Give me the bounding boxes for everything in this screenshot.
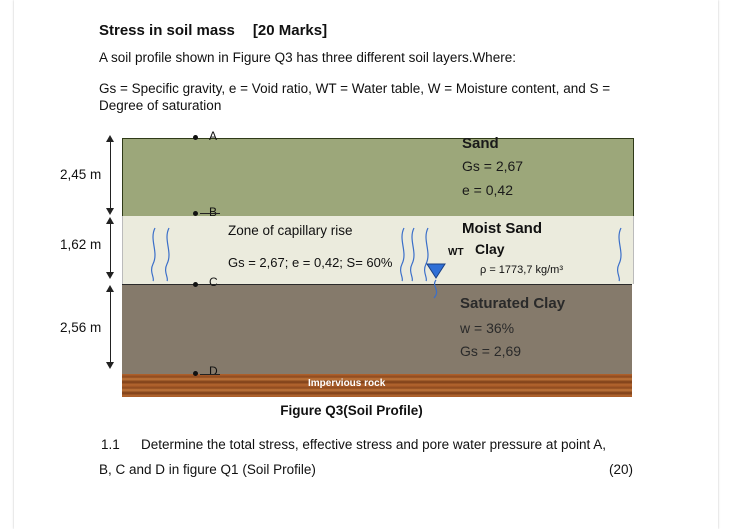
question-text-line2: B, C and D in figure Q1 (Soil Profile) <box>99 462 316 477</box>
saturated-clay-layer <box>122 284 632 375</box>
point-b-label: B <box>209 205 218 219</box>
question-text-line1: Determine the total stress, effective st… <box>141 437 606 452</box>
moist-clay-label: Clay <box>475 241 505 257</box>
point-d-dot <box>193 371 198 376</box>
capillary-edge-icon <box>616 227 622 282</box>
point-c-tick <box>200 284 220 285</box>
point-d-tick <box>200 374 220 375</box>
clay-name: Saturated Clay <box>460 295 566 312</box>
dim2-line <box>110 223 111 273</box>
sand-gs: Gs = 2,67 <box>462 158 524 174</box>
clay-moisture: w = 36% <box>460 320 515 336</box>
point-d-label: D <box>209 364 218 378</box>
heading-title: Stress in soil mass <box>99 22 235 39</box>
point-a-dot <box>193 135 198 140</box>
moist-density: ρ = 1773,7 kg/m³ <box>480 264 563 276</box>
point-c-dot <box>193 282 198 287</box>
point-b-dot <box>193 211 198 216</box>
dim-label-clay: 2,56 m <box>60 320 102 335</box>
capillary-left-icon <box>150 227 170 282</box>
section-heading: Stress in soil mass [20 Marks] <box>99 22 327 39</box>
dim2-arrow-down-icon <box>106 272 114 279</box>
point-a-label: A <box>209 129 218 143</box>
figure-caption: Figure Q3(Soil Profile) <box>0 403 733 418</box>
dim2-arrow-up-icon <box>106 217 114 224</box>
capillary-zone-label: Zone of capillary rise <box>228 223 353 238</box>
dim1-arrow-up-icon <box>106 135 114 142</box>
dim3-arrow-down-icon <box>106 362 114 369</box>
rock-label: Impervious rock <box>308 378 386 389</box>
dim3-line <box>110 291 111 363</box>
dim1-arrow-down-icon <box>106 208 114 215</box>
dim-label-sand: 2,45 m <box>60 167 102 182</box>
question-marks: (20) <box>609 462 634 477</box>
definitions-text: Gs = Specific gravity, e = Void ratio, W… <box>99 81 611 113</box>
question-number: 1.1 <box>101 437 120 452</box>
sand-name: Sand <box>462 135 499 152</box>
moist-sand-layer <box>122 216 634 284</box>
point-b-tick <box>200 213 220 214</box>
dim3-arrow-up-icon <box>106 285 114 292</box>
point-c-label: C <box>209 275 218 289</box>
intro-text: A soil profile shown in Figure Q3 has th… <box>99 50 516 65</box>
dim1-line <box>110 141 111 209</box>
heading-marks: [20 Marks] <box>252 22 328 39</box>
sand-e: e = 0,42 <box>462 182 513 198</box>
water-table-icon <box>426 263 446 299</box>
impervious-rock-layer <box>122 374 632 397</box>
capillary-right-icon <box>399 227 429 282</box>
capillary-zone-props: Gs = 2,67; e = 0,42; S= 60% <box>228 255 393 270</box>
water-table-label: WT <box>448 247 464 258</box>
moist-sand-name: Moist Sand <box>462 220 543 237</box>
clay-gs: Gs = 2,69 <box>460 343 522 359</box>
figure-caption-text: Figure Q3(Soil Profile) <box>280 403 423 418</box>
sand-layer <box>122 138 634 217</box>
dim-label-moist: 1,62 m <box>60 237 102 252</box>
